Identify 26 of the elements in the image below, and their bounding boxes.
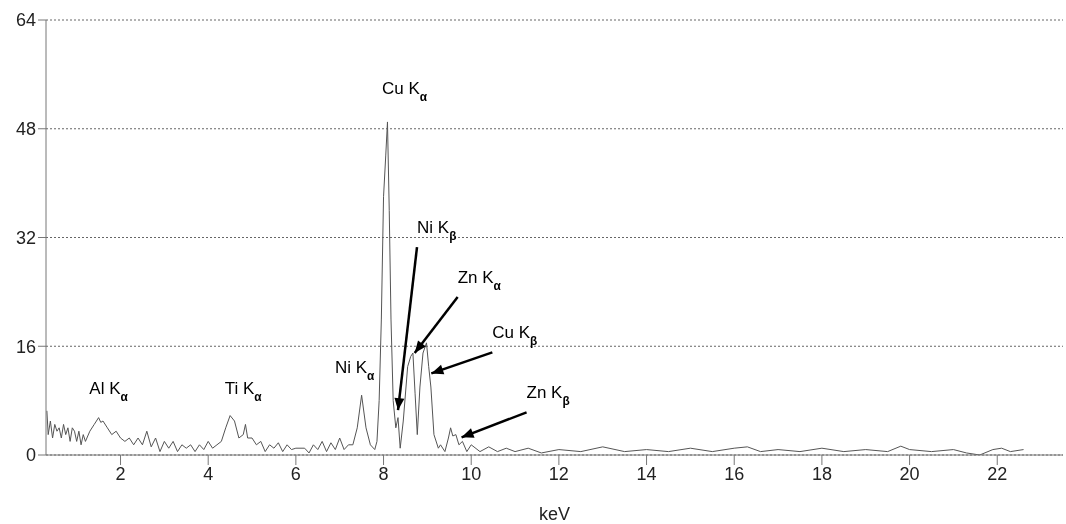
annotation: Cu K$_{β}$ <box>492 323 538 349</box>
x-tick-label: 10 <box>461 463 482 484</box>
x-tick-label: 20 <box>899 463 920 484</box>
x-tick-label: 14 <box>636 463 657 484</box>
annotation: Ti K$_{α}$ <box>224 378 263 404</box>
y-tick-label: 32 <box>15 227 36 248</box>
y-tick-label: 0 <box>25 445 36 466</box>
x-tick-label: 12 <box>548 463 569 484</box>
y-tick-label: 16 <box>15 336 36 357</box>
annotation: Al K$_{α}$ <box>89 378 129 404</box>
annotation: Zn K$_{α}$ <box>457 268 502 294</box>
annotation: Zn K$_{β}$ <box>526 383 570 409</box>
x-tick-label: 4 <box>203 463 214 484</box>
x-tick-label: 16 <box>724 463 745 484</box>
x-axis-title: keV <box>538 504 571 524</box>
x-tick-label: 6 <box>290 463 301 484</box>
x-tick-label: 18 <box>811 463 832 484</box>
x-tick-label: 2 <box>115 463 126 484</box>
y-tick-label: 48 <box>15 119 36 140</box>
annotation: Cu K$_{α}$ <box>381 78 428 104</box>
x-tick-label: 22 <box>987 463 1008 484</box>
annotation: Ni K$_{β}$ <box>417 218 457 244</box>
y-tick-label: 64 <box>15 10 36 31</box>
line-series <box>46 121 1025 455</box>
x-tick-label: 8 <box>378 463 389 484</box>
annotation: Ni K$_{α}$ <box>334 358 376 384</box>
